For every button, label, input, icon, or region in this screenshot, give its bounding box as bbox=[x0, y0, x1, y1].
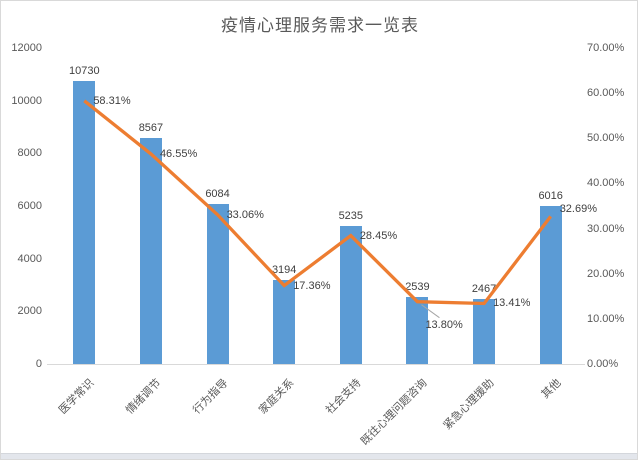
category-label: 情绪调节 bbox=[123, 377, 164, 417]
category-label: 既往心理问题咨询 bbox=[359, 377, 430, 448]
y-axis-left-tick-label: 2000 bbox=[17, 305, 42, 318]
bar-value-label: 2539 bbox=[405, 281, 430, 294]
y-axis-left-tick-label: 12000 bbox=[11, 42, 42, 54]
y-axis-left-tick-label: 4000 bbox=[17, 252, 42, 265]
y-axis-left-tick-label: 10000 bbox=[11, 94, 42, 107]
line-point-label: 33.06% bbox=[226, 208, 264, 221]
y-axis-right-tick-label: 70.00% bbox=[587, 42, 625, 54]
line-point-label: 46.55% bbox=[159, 147, 198, 160]
y-axis-left-tick-label: 0 bbox=[35, 358, 42, 370]
bar-value-label: 8567 bbox=[138, 122, 164, 135]
category-label: 其他 bbox=[539, 377, 564, 402]
category-label: 家庭关系 bbox=[257, 377, 297, 417]
line-point-label: 32.69% bbox=[559, 203, 597, 216]
y-axis-right-tick-label: 50.00% bbox=[587, 132, 625, 145]
bar-value-label: 3194 bbox=[271, 263, 297, 276]
window-edge-strip bbox=[1, 453, 637, 459]
bar-value-label: 10730 bbox=[69, 65, 100, 78]
chart-title: 疫情心理服务需求一览表 bbox=[221, 16, 419, 35]
y-axis-right-tick-label: 10.00% bbox=[587, 312, 625, 325]
bar bbox=[206, 203, 229, 364]
y-axis-left-tick-label: 8000 bbox=[17, 147, 42, 160]
y-axis-right-tick-label: 40.00% bbox=[587, 177, 625, 190]
bar bbox=[73, 81, 96, 364]
bar bbox=[139, 138, 162, 364]
line-point-label: 58.31% bbox=[93, 94, 131, 107]
category-label: 行为指导 bbox=[190, 377, 231, 417]
category-label: 社会支持 bbox=[323, 377, 364, 417]
bar-value-label: 2467 bbox=[471, 283, 497, 296]
category-label: 医学常识 bbox=[57, 377, 97, 417]
line-point-label: 13.80% bbox=[425, 318, 463, 331]
bar-value-label: 5235 bbox=[338, 210, 364, 223]
y-axis-right-tick-label: 30.00% bbox=[587, 222, 625, 235]
bar-value-label: 6016 bbox=[538, 189, 563, 202]
bar-value-label: 6084 bbox=[205, 187, 230, 200]
bar bbox=[473, 299, 496, 364]
bar bbox=[339, 226, 362, 364]
line-point-label: 28.45% bbox=[359, 229, 398, 242]
bar bbox=[539, 205, 562, 364]
y-axis-right-tick-label: 0.00% bbox=[587, 358, 619, 370]
y-axis-right-tick-label: 60.00% bbox=[587, 87, 625, 100]
y-axis-right-tick-label: 20.00% bbox=[587, 267, 625, 280]
line-point-label: 13.41% bbox=[493, 297, 531, 310]
bar bbox=[273, 279, 296, 364]
category-label: 紧急心理援助 bbox=[441, 377, 497, 433]
y-axis-left-tick-label: 6000 bbox=[17, 200, 42, 212]
x-axis-line bbox=[47, 364, 585, 365]
line-point-label: 17.36% bbox=[293, 279, 331, 292]
